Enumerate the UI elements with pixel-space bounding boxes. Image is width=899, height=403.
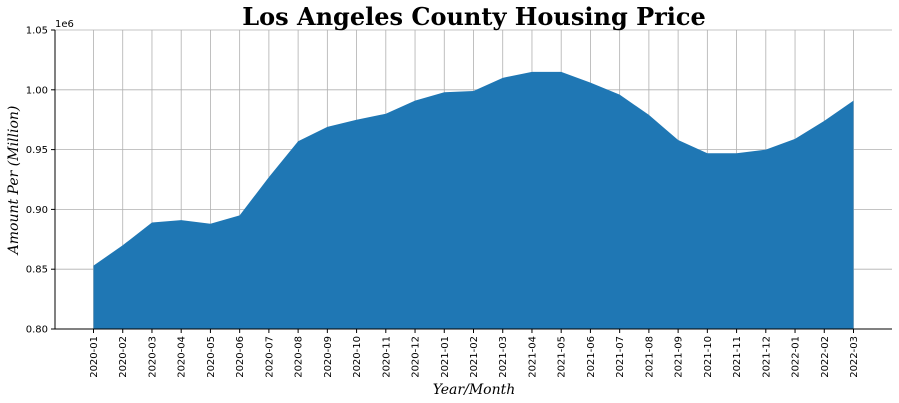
x-tick-label: 2021-01 (440, 336, 451, 378)
x-tick-label: 2020-11 (381, 336, 392, 378)
x-tick-label: 2020-07 (264, 336, 275, 378)
y-tick-label: 0.80 (26, 325, 48, 336)
x-tick-label: 2022-01 (791, 336, 802, 378)
y-tick-label: 0.90 (26, 205, 48, 216)
x-tick-label: 2020-01 (89, 336, 100, 378)
y-axis-label: Amount Per (Million) (6, 106, 22, 257)
x-tick-label: 2021-10 (703, 336, 714, 378)
x-tick-label: 2021-03 (498, 336, 509, 378)
x-tick-label: 2021-06 (586, 336, 597, 378)
area-series (93, 71, 854, 330)
x-axis-label: Year/Month (433, 382, 516, 398)
x-tick-label: 2021-04 (527, 336, 538, 378)
x-tick-label: 2020-02 (118, 336, 129, 378)
y-tick-label: 0.95 (26, 145, 48, 156)
x-axis-ticks: 2020-01 2020-02 2020-03 2020-04 2020-05 2020-… (89, 329, 860, 378)
x-tick-label: 2021-11 (732, 336, 743, 378)
x-tick-label: 2022-03 (849, 336, 860, 378)
x-tick-label: 2021-07 (615, 336, 626, 378)
y-tick-label: 0.85 (26, 265, 48, 276)
x-tick-label: 2020-09 (323, 336, 334, 378)
x-tick-label: 2021-09 (674, 336, 685, 378)
x-tick-label: 2020-04 (177, 336, 188, 378)
x-tick-label: 2021-12 (761, 336, 772, 378)
chart-title: Los Angeles County Housing Price (242, 2, 706, 31)
y-axis-ticks: 0.80 0.85 0.90 0.95 1.00 1.05 (26, 26, 55, 336)
x-tick-label: 2020-05 (206, 336, 217, 378)
x-tick-label: 2020-08 (294, 336, 305, 378)
x-tick-label: 2020-03 (147, 336, 158, 378)
y-tick-label: 1.00 (26, 85, 48, 96)
x-tick-label: 2020-06 (235, 336, 246, 378)
x-tick-label: 2021-05 (557, 336, 568, 378)
x-tick-label: 2020-10 (352, 336, 363, 378)
x-tick-label: 2021-08 (644, 336, 655, 378)
x-tick-label: 2022-02 (820, 336, 831, 378)
y-tick-label: 1.05 (26, 26, 48, 37)
x-tick-label: 2021-02 (469, 336, 480, 378)
x-tick-label: 2020-12 (411, 336, 422, 378)
y-axis-offset-label: 1e6 (55, 19, 74, 30)
